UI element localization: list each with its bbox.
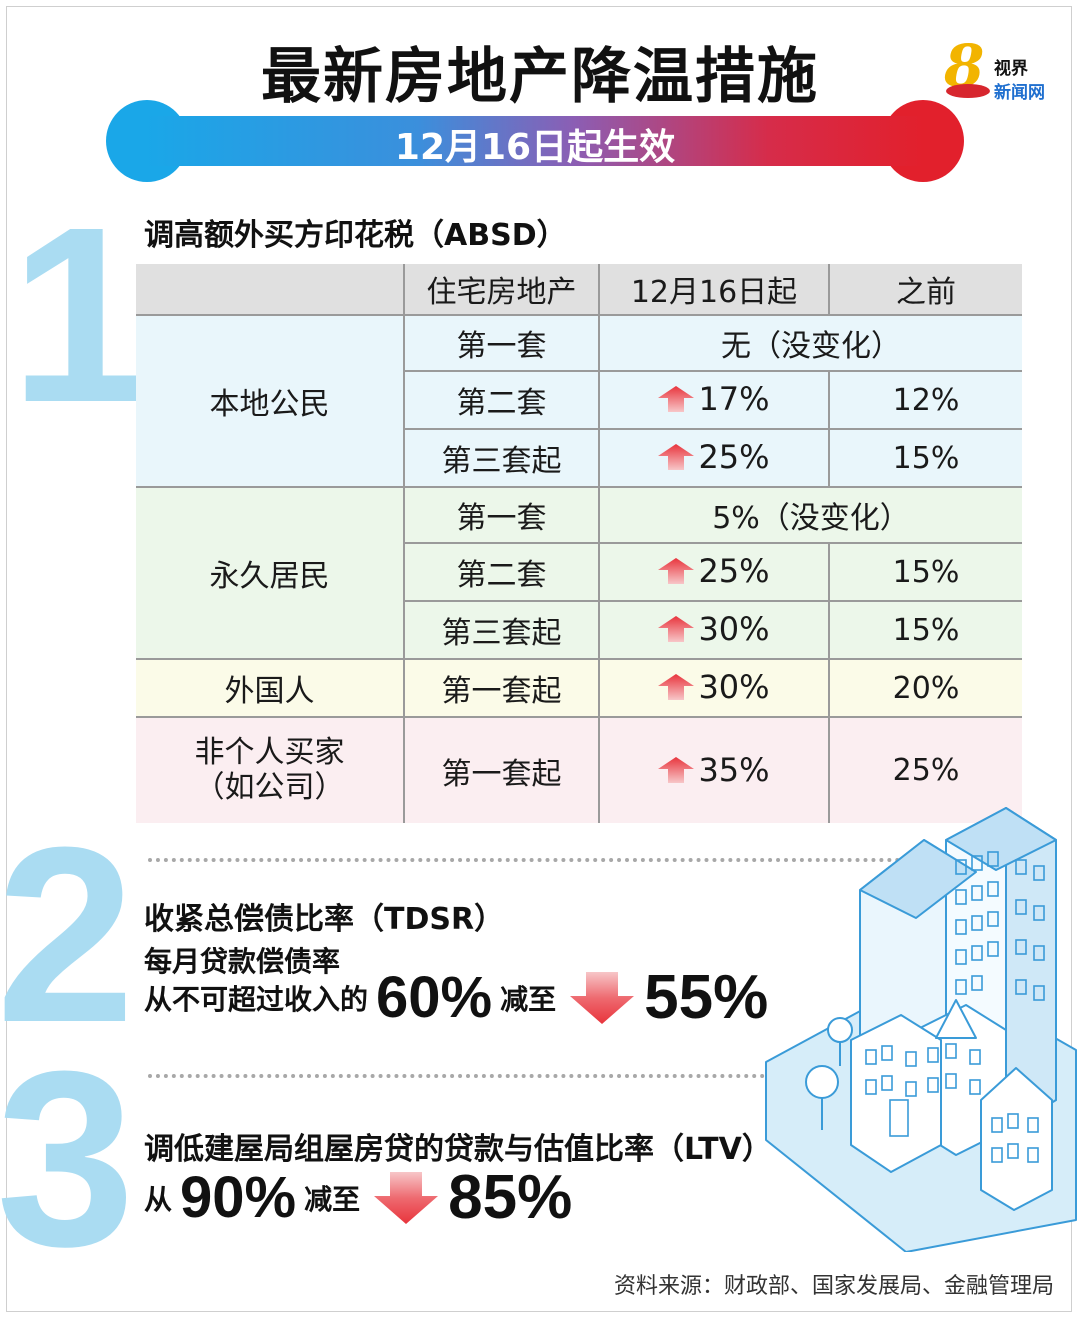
table-row: 外国人 第一套起 30% 20%	[136, 658, 1022, 718]
down-arrow-icon	[570, 971, 635, 1024]
property-cell: 第二套	[404, 370, 600, 430]
logo-line1: 视界	[994, 59, 1028, 79]
logo-line2: 新闻网	[994, 83, 1045, 103]
page-title: 最新房地产降温措施	[261, 42, 819, 112]
new-rate-cell: 30%	[598, 600, 830, 660]
channel-8-logo: 8 视界 新闻网	[944, 32, 1064, 108]
property-cell: 第二套	[404, 542, 600, 602]
group-label: 永久居民	[136, 486, 405, 660]
tdsr-from: 60%	[376, 965, 493, 1030]
table-header-property: 住宅房地产	[403, 264, 600, 316]
frame-border	[6, 6, 1072, 1312]
section-number-1: 1	[10, 175, 150, 454]
ltv-change: 从 90% 减至 85%	[144, 1162, 572, 1233]
property-cell: 第三套起	[404, 600, 600, 660]
group-label-entity: 非个人买家 （如公司）	[136, 716, 405, 823]
up-arrow-icon	[658, 674, 695, 700]
property-cell: 第三套起	[404, 428, 600, 488]
tdsr-subtitle: 每月贷款偿债率	[144, 945, 341, 978]
new-rate: 17%	[698, 380, 770, 418]
ltv-to: 85%	[448, 1163, 573, 1232]
absd-table: 住宅房地产 12月16日起 之前 本地公民 第一套 无（没变化） 第二套 17%…	[136, 264, 1022, 823]
table-header-row: 住宅房地产 12月16日起 之前	[136, 264, 1022, 316]
tdsr-prefix: 从不可超过收入的	[144, 982, 369, 1016]
section-number-3: 3	[0, 1019, 136, 1298]
ltv-prefix: 从	[144, 1182, 173, 1216]
table-header-new: 12月16日起	[598, 264, 830, 316]
old-rate-cell: 25%	[828, 716, 1022, 823]
new-rate-cell: 35%	[598, 716, 830, 823]
new-rate: 35%	[698, 750, 770, 789]
old-rate-cell: 12%	[828, 370, 1022, 430]
effective-date: 12月16日起生效	[394, 127, 676, 168]
ltv-title: 调低建屋局组屋房贷的贷款与估值比率（LTV）	[144, 1132, 772, 1167]
new-rate: 25%	[698, 438, 770, 476]
new-rate-cell: 17%	[598, 370, 830, 430]
unchanged-cell: 无（没变化）	[598, 314, 1022, 372]
old-rate-cell: 15%	[828, 600, 1022, 660]
property-cell: 第一套起	[403, 658, 600, 718]
dotted-divider	[148, 858, 948, 862]
dotted-divider	[148, 1074, 948, 1078]
up-arrow-icon	[658, 756, 695, 783]
group-label: 外国人	[136, 658, 405, 718]
old-rate-cell: 15%	[828, 428, 1022, 488]
buildings-illustration	[765, 807, 1077, 1252]
up-arrow-icon	[658, 558, 695, 584]
source-note: 资料来源：财政部、国家发展局、金融管理局	[613, 1274, 1054, 1299]
ribbon-bar	[146, 116, 924, 166]
old-rate-cell: 20%	[828, 658, 1022, 718]
up-arrow-icon	[658, 616, 695, 642]
up-arrow-icon	[658, 444, 695, 470]
new-rate-cell: 25%	[598, 542, 830, 602]
new-rate-cell: 30%	[598, 658, 830, 718]
table-header-empty	[136, 264, 405, 316]
property-cell: 第一套	[403, 314, 600, 372]
property-cell: 第一套	[403, 486, 600, 544]
table-row: 本地公民 第一套 无（没变化）	[136, 314, 1022, 488]
absd-title: 调高额外买方印花税（ABSD）	[144, 218, 567, 253]
new-rate: 30%	[698, 610, 770, 648]
tdsr-verb: 减至	[500, 982, 557, 1016]
ltv-verb: 减至	[304, 1182, 361, 1216]
entity-label-line1: 非个人买家	[194, 735, 345, 770]
group-label: 本地公民	[136, 314, 405, 488]
section-number-2: 2	[0, 795, 136, 1074]
down-arrow-icon	[374, 1171, 439, 1224]
subtitle-ribbon: 12月16日起生效	[106, 100, 964, 182]
ltv-from: 90%	[180, 1165, 297, 1230]
up-arrow-icon	[658, 386, 695, 412]
table-row: 永久居民 第一套 5%（没变化）	[136, 486, 1022, 660]
tdsr-to: 55%	[644, 963, 769, 1032]
table-row: 非个人买家 （如公司） 第一套起 35% 25%	[136, 716, 1022, 823]
table-header-old: 之前	[828, 264, 1022, 316]
new-rate: 25%	[698, 552, 770, 590]
entity-label-line2: （如公司）	[194, 769, 345, 805]
tdsr-title: 收紧总偿债比率（TDSR）	[144, 902, 505, 937]
new-rate: 30%	[698, 668, 770, 706]
property-cell: 第一套起	[403, 716, 600, 823]
old-rate-cell: 15%	[828, 542, 1022, 602]
new-rate-cell: 25%	[598, 428, 830, 488]
tdsr-change: 从不可超过收入的 60% 减至 55%	[144, 962, 768, 1033]
unchanged-cell: 5%（没变化）	[598, 486, 1022, 544]
logo-swoosh-icon	[946, 84, 990, 98]
